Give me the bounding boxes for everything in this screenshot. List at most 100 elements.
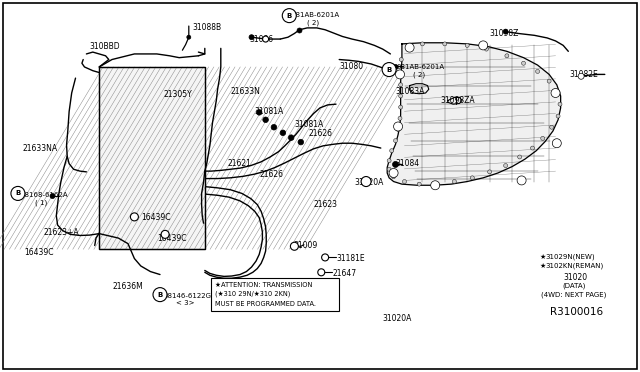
Circle shape [280, 130, 285, 136]
Text: 3102KN(REMAN): 3102KN(REMAN) [546, 263, 604, 269]
Text: ★ATTENTION: TRANSMISSION: ★ATTENTION: TRANSMISSION [215, 282, 312, 288]
Text: 310BBD: 310BBD [90, 42, 120, 51]
Text: 31009: 31009 [293, 241, 317, 250]
Text: 21623: 21623 [314, 200, 338, 209]
Circle shape [249, 35, 254, 40]
Text: 081AB-6201A: 081AB-6201A [397, 64, 445, 70]
Circle shape [484, 47, 488, 51]
Circle shape [399, 83, 403, 87]
Text: 31086: 31086 [250, 35, 274, 44]
Circle shape [399, 94, 403, 98]
Text: 31020A: 31020A [383, 314, 412, 323]
Text: 31081A: 31081A [255, 107, 284, 116]
Circle shape [479, 41, 488, 50]
Circle shape [443, 42, 447, 46]
Circle shape [399, 105, 403, 109]
Circle shape [282, 9, 296, 23]
Text: 31181E: 31181E [336, 254, 365, 263]
Circle shape [403, 180, 406, 183]
Circle shape [291, 242, 298, 250]
Circle shape [387, 159, 391, 163]
Text: ★: ★ [540, 254, 546, 260]
Circle shape [517, 176, 526, 185]
Text: ( 1): ( 1) [35, 199, 47, 206]
Text: R3100016: R3100016 [550, 308, 604, 317]
Text: 21636M: 21636M [112, 282, 143, 291]
Circle shape [289, 135, 294, 141]
Text: 31029N(NEW): 31029N(NEW) [546, 253, 596, 260]
Text: 21621: 21621 [227, 159, 251, 168]
Circle shape [558, 102, 562, 106]
Text: B: B [15, 190, 20, 196]
Circle shape [396, 128, 400, 131]
Circle shape [452, 180, 456, 183]
Text: 31020A: 31020A [354, 178, 383, 187]
Circle shape [578, 73, 584, 79]
Text: MUST BE PROGRAMMED DATA.: MUST BE PROGRAMMED DATA. [215, 301, 316, 307]
Text: 16439C: 16439C [157, 234, 186, 243]
Circle shape [465, 44, 469, 47]
Text: 21626: 21626 [259, 170, 283, 179]
Circle shape [394, 122, 403, 131]
Text: 21626: 21626 [308, 129, 333, 138]
Text: 31020: 31020 [563, 273, 588, 282]
Circle shape [522, 61, 525, 65]
Bar [99, 67, 205, 249]
Circle shape [399, 58, 403, 61]
Text: 21305Y: 21305Y [163, 90, 192, 99]
Circle shape [153, 288, 167, 302]
Circle shape [531, 146, 534, 150]
Bar [211, 278, 339, 311]
Circle shape [297, 28, 302, 33]
Circle shape [187, 35, 191, 39]
Circle shape [11, 186, 25, 201]
Circle shape [322, 254, 328, 261]
Circle shape [547, 79, 551, 83]
Circle shape [263, 117, 268, 123]
Text: B: B [287, 13, 292, 19]
Circle shape [503, 29, 508, 34]
Text: (4WD: NEXT PAGE): (4WD: NEXT PAGE) [541, 292, 606, 298]
Circle shape [257, 109, 262, 115]
Circle shape [488, 170, 492, 174]
Circle shape [550, 125, 554, 129]
Text: 16439C: 16439C [141, 213, 170, 222]
Circle shape [556, 90, 560, 94]
Circle shape [390, 149, 394, 153]
Circle shape [399, 72, 403, 76]
Circle shape [389, 169, 398, 177]
Text: (DATA): (DATA) [562, 282, 586, 289]
Circle shape [387, 167, 391, 171]
Circle shape [318, 269, 324, 276]
Circle shape [396, 70, 404, 79]
Text: 31081A: 31081A [294, 120, 324, 129]
Text: 08146-6122G: 08146-6122G [163, 293, 211, 299]
Circle shape [556, 114, 560, 118]
Circle shape [552, 139, 561, 148]
Text: < 3>: < 3> [176, 300, 195, 306]
Text: ( 2): ( 2) [413, 71, 425, 78]
Circle shape [394, 139, 397, 142]
Text: 21633N: 21633N [230, 87, 260, 96]
Text: ( 2): ( 2) [307, 19, 319, 26]
Circle shape [131, 213, 138, 221]
Text: 081AB-6201A: 081AB-6201A [291, 12, 339, 18]
Circle shape [50, 193, 55, 199]
Circle shape [361, 177, 371, 186]
Circle shape [541, 137, 545, 140]
Text: 31088B: 31088B [192, 23, 221, 32]
Circle shape [405, 43, 414, 52]
Polygon shape [387, 43, 561, 185]
Text: 31083A: 31083A [396, 87, 425, 96]
Text: 21633NA: 21633NA [22, 144, 58, 153]
Circle shape [406, 46, 410, 50]
Circle shape [435, 182, 438, 186]
Text: ★: ★ [540, 263, 546, 269]
Text: B: B [157, 292, 163, 298]
Text: (★310 29N/★310 2KN): (★310 29N/★310 2KN) [215, 291, 291, 298]
Circle shape [518, 155, 522, 159]
Text: 31084: 31084 [396, 159, 420, 168]
Bar [99, 67, 205, 249]
Circle shape [161, 230, 169, 238]
Circle shape [393, 64, 398, 70]
